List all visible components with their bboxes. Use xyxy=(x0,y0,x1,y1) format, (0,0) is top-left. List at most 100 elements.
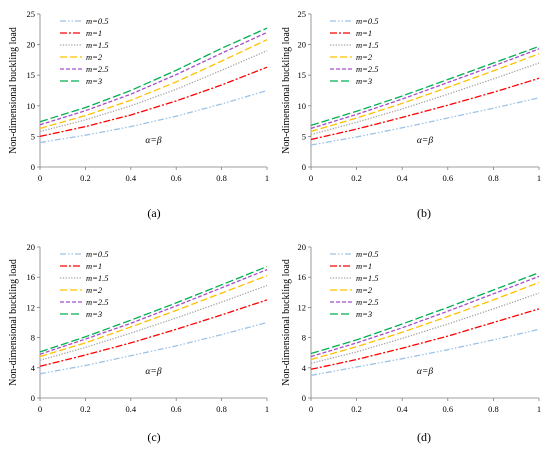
series-line-m-3 xyxy=(310,45,540,127)
y-tick-label: 16 xyxy=(298,272,307,282)
x-tick-label: 0.8 xyxy=(216,404,227,414)
legend: m=0.5 m=1 m=1.5 m=2 m=2.5 m=3 xyxy=(60,249,109,319)
legend-label: m=2.5 xyxy=(86,64,109,74)
legend-label: m=2 xyxy=(356,285,373,295)
x-tick-label: 0 xyxy=(309,404,313,414)
panel-caption: (c) xyxy=(147,430,160,444)
legend-label: m=2 xyxy=(86,52,103,62)
y-tick-label: 4 xyxy=(31,363,36,373)
y-tick-label: 12 xyxy=(27,302,36,312)
series-line-m-1 xyxy=(39,299,268,367)
series-line-m-1-5 xyxy=(310,292,540,364)
x-tick-label: 0.2 xyxy=(80,173,91,183)
series-line-m-3 xyxy=(39,27,268,123)
legend-label: m=3 xyxy=(86,76,102,86)
series-line-m-1 xyxy=(39,66,268,138)
legend-label: m=3 xyxy=(356,309,372,319)
x-tick-label: 0.8 xyxy=(488,173,499,183)
chart-panel-d: 0 4 8 12 16 20 0 0.2 0.4 0.6 0.8 1 Non-dimensional b… xyxy=(281,242,541,444)
y-tick-label: 0 xyxy=(31,393,35,403)
x-axis-title: α=β xyxy=(145,136,161,146)
y-tick-label: 5 xyxy=(31,131,35,141)
x-tick-label: 1 xyxy=(265,173,269,183)
x-tick-label: 0.2 xyxy=(351,404,362,414)
panel-caption: (b) xyxy=(417,206,431,220)
legend-label: m=3 xyxy=(86,309,102,319)
panel-caption: (d) xyxy=(417,430,431,444)
y-tick-label: 25 xyxy=(298,9,307,19)
y-tick-label: 0 xyxy=(302,162,306,172)
x-tick-label: 0.6 xyxy=(171,173,182,183)
x-tick-label: 1 xyxy=(265,404,269,414)
x-tick-label: 0 xyxy=(309,173,313,183)
legend: m=0.5 m=1 m=1.5 m=2 m=2.5 m=3 xyxy=(330,16,379,86)
series-line-m-1-5 xyxy=(310,62,540,136)
legend-label: m=2 xyxy=(86,285,103,295)
x-tick-label: 0.6 xyxy=(442,173,453,183)
y-tick-label: 10 xyxy=(298,101,307,111)
series-line-m-1 xyxy=(310,308,540,370)
series-line-m-0-5 xyxy=(39,321,268,375)
legend-label: m=1 xyxy=(356,28,372,38)
series-line-m-2 xyxy=(310,281,540,361)
x-tick-label: 0 xyxy=(38,404,42,414)
y-axis-title: Non-dimensional buckling load xyxy=(8,259,19,386)
legend-label: m=2 xyxy=(356,52,373,62)
y-tick-label: 20 xyxy=(298,40,307,50)
series-line-m-2-5 xyxy=(39,31,268,126)
x-tick-label: 0.4 xyxy=(125,404,136,414)
legend-label: m=1 xyxy=(86,261,102,271)
legend-label: m=0.5 xyxy=(86,16,109,26)
series-line-m-0-5 xyxy=(310,97,540,146)
x-tick-label: 0.4 xyxy=(125,173,136,183)
x-tick-label: 1 xyxy=(537,404,541,414)
series-line-m-2 xyxy=(39,275,268,358)
series-line-m-2-5 xyxy=(310,275,540,358)
y-tick-label: 20 xyxy=(298,242,307,252)
y-tick-label: 15 xyxy=(27,70,36,80)
x-tick-label: 0.6 xyxy=(171,404,182,414)
series-line-m-2-5 xyxy=(310,48,540,130)
x-tick-label: 0 xyxy=(38,173,42,183)
y-axis-title: Non-dimensional buckling load xyxy=(8,27,19,154)
legend-label: m=1.5 xyxy=(356,273,379,283)
series-line-m-0-5 xyxy=(310,328,540,377)
series-line-m-3 xyxy=(39,265,268,353)
legend-label: m=1.5 xyxy=(356,40,379,50)
panel-caption: (a) xyxy=(147,206,160,220)
legend-label: m=2.5 xyxy=(356,297,379,307)
y-tick-label: 25 xyxy=(27,9,36,19)
y-tick-label: 8 xyxy=(302,333,306,343)
x-tick-label: 0.8 xyxy=(216,173,227,183)
legend-label: m=1.5 xyxy=(86,273,109,283)
legend: m=0.5 m=1 m=1.5 m=2 m=2.5 m=3 xyxy=(330,249,379,319)
x-tick-label: 0.2 xyxy=(80,404,91,414)
y-tick-label: 15 xyxy=(298,70,307,80)
legend-label: m=3 xyxy=(356,76,372,86)
y-tick-label: 16 xyxy=(27,272,36,282)
x-axis-title: α=β xyxy=(417,367,433,377)
x-tick-label: 0.8 xyxy=(488,404,499,414)
legend-label: m=1.5 xyxy=(86,40,109,50)
chart-panel-a: 0 5 10 15 20 25 0 0.2 0.4 0.6 0.8 1 Non-dimensional … xyxy=(8,9,269,220)
legend-label: m=0.5 xyxy=(86,249,109,259)
y-tick-label: 20 xyxy=(27,242,36,252)
legend-label: m=2.5 xyxy=(86,297,109,307)
chart-panel-c: 0 4 8 12 16 20 0 0.2 0.4 0.6 0.8 1 Non-dimensional b… xyxy=(8,242,269,444)
x-tick-label: 0.4 xyxy=(397,173,408,183)
series-line-m-2 xyxy=(39,39,268,130)
y-tick-label: 0 xyxy=(31,162,35,172)
y-tick-label: 5 xyxy=(302,131,306,141)
x-tick-label: 0.6 xyxy=(442,404,453,414)
series-line-m-1 xyxy=(310,77,540,141)
y-tick-label: 4 xyxy=(302,363,307,373)
x-tick-label: 0.4 xyxy=(397,404,408,414)
y-tick-label: 12 xyxy=(298,302,307,312)
x-axis-title: α=β xyxy=(417,136,433,146)
y-tick-label: 10 xyxy=(27,101,36,111)
x-tick-label: 1 xyxy=(537,173,541,183)
series-line-m-0-5 xyxy=(39,89,268,144)
y-axis-title: Non-dimensional buckling load xyxy=(281,259,292,386)
legend-label: m=2.5 xyxy=(356,64,379,74)
